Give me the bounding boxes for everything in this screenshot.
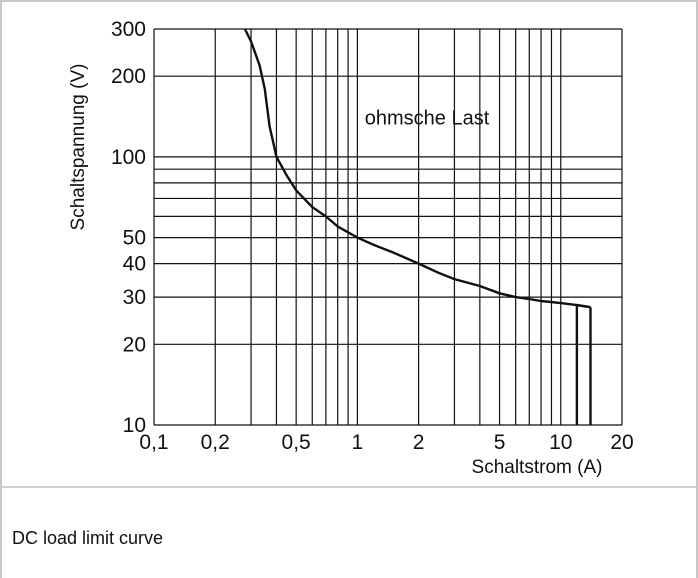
x-tick-labels: 0,1 0,2 0,5 1 2 5 10 20 [139, 431, 633, 454]
x-tick-label: 10 [549, 431, 572, 454]
y-tick-label: 300 [111, 18, 146, 41]
dc-load-limit-chart: 0,1 0,2 0,5 1 2 5 10 20 10 20 30 40 50 100 200 300 ohm… [68, 18, 634, 478]
x-axis-label: Schaltstrom (A) [472, 457, 603, 478]
figure-caption: DC load limit curve [12, 528, 164, 548]
curve-vertical-drops [575, 303, 592, 425]
x-tick-label: 1 [352, 431, 364, 454]
x-tick-label: 20 [610, 431, 633, 454]
x-tick-label: 5 [494, 431, 506, 454]
y-gridlines [154, 28, 622, 426]
x-tick-label: 0,5 [282, 431, 311, 454]
x-gridlines [153, 29, 623, 425]
y-tick-label: 40 [123, 253, 146, 276]
y-tick-label: 50 [123, 227, 146, 250]
y-axis-label: Schaltspannung (V) [68, 64, 89, 231]
y-tick-label: 200 [111, 65, 146, 88]
chart-panel: 0,1 0,2 0,5 1 2 5 10 20 10 20 30 40 50 100 200 300 ohm… [2, 2, 696, 488]
y-tick-label: 10 [123, 414, 146, 437]
x-tick-label: 2 [413, 431, 425, 454]
load-limit-curve [243, 28, 591, 309]
y-tick-label: 100 [111, 146, 146, 169]
y-tick-labels: 10 20 30 40 50 100 200 300 [111, 18, 146, 437]
drop-connector [576, 303, 591, 309]
x-tick-label: 0,2 [201, 431, 230, 454]
y-tick-label: 20 [123, 333, 146, 356]
annotation-ohmsche-last: ohmsche Last [365, 108, 490, 130]
x-tick-label: 0,1 [139, 431, 168, 454]
y-tick-label: 30 [123, 286, 146, 309]
